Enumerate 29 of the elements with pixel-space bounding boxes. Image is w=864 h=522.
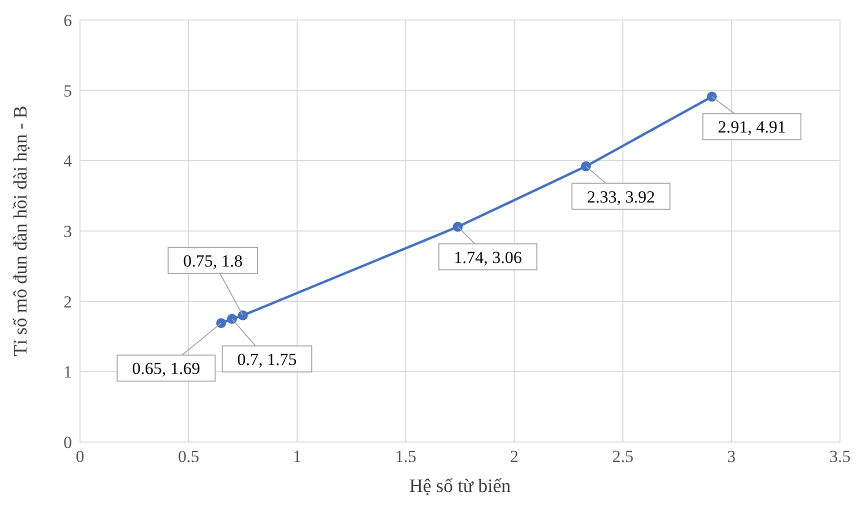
x-tick-label: 1 bbox=[292, 447, 302, 466]
x-tick-label: 2 bbox=[510, 447, 519, 466]
data-label: 2.33, 3.92 bbox=[586, 187, 655, 206]
y-axis-title: Tỉ số mô đun đàn hồi dài hạn - B bbox=[10, 106, 32, 356]
x-tick-label: 0 bbox=[76, 447, 84, 466]
y-tick-label: 4 bbox=[64, 152, 72, 171]
point bbox=[227, 314, 237, 324]
point bbox=[452, 222, 463, 232]
point bbox=[238, 310, 248, 320]
data-label: 1.74, 3.06 bbox=[454, 248, 522, 267]
y-tick-label: 1 bbox=[64, 362, 72, 382]
y-tick-label: 0 bbox=[64, 433, 72, 452]
y-tick-label: 2 bbox=[64, 292, 72, 312]
data-label: 2.91, 4.91 bbox=[718, 118, 786, 137]
y-tick-label: 5 bbox=[64, 81, 72, 100]
x-axis-title: Hệ số từ biến bbox=[409, 476, 512, 497]
x-tick-label: 3 bbox=[727, 447, 736, 466]
x-tick-label: 0.5 bbox=[178, 447, 200, 466]
data-label: 0.7, 1.75 bbox=[237, 350, 297, 369]
data-label: 0.75, 1.8 bbox=[183, 251, 243, 270]
data-label: 0.65, 1.69 bbox=[132, 359, 200, 378]
point bbox=[706, 92, 717, 102]
point bbox=[580, 161, 591, 172]
point bbox=[216, 318, 226, 328]
x-tick-label: 1.5 bbox=[395, 447, 416, 466]
x-tick-label: 3.5 bbox=[829, 447, 851, 466]
y-tick-label: 3 bbox=[64, 222, 72, 242]
y-tick-label: 6 bbox=[64, 11, 72, 30]
x-tick-label: 2.5 bbox=[612, 447, 634, 466]
